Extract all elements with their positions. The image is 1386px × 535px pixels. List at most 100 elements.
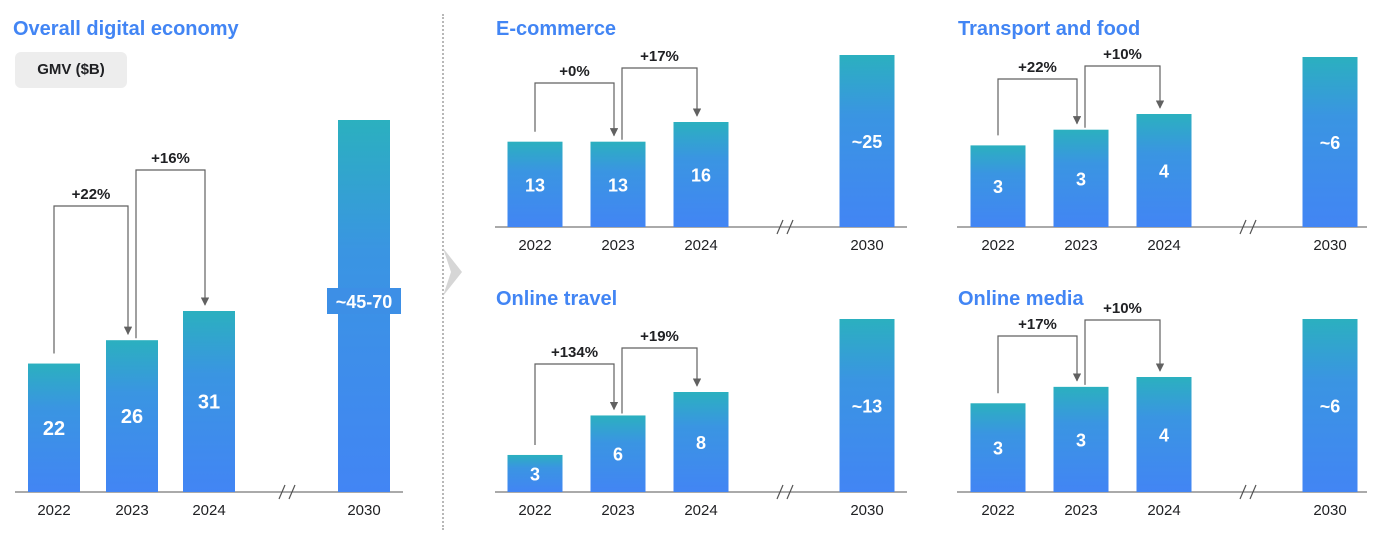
transport-food-tick-label-2023: 2023: [1064, 237, 1097, 254]
transport-food-growth-label-2: +10%: [1103, 46, 1142, 63]
overall-value-label-2024: 31: [198, 392, 220, 414]
ecommerce-axis-break-left: [776, 219, 784, 235]
ecommerce-axis-break-right: [786, 219, 794, 235]
ecommerce-tick-label-2024: 2024: [684, 237, 717, 254]
ecommerce-growth-label-1: +0%: [559, 63, 589, 80]
transport-food-growth-arrow-2: [1084, 65, 1165, 128]
overall-bar-2022: [28, 363, 80, 492]
transport-food-tick-label-2024: 2024: [1147, 237, 1180, 254]
overall-axis-break-left: [278, 484, 286, 500]
overall-bar-2023: [106, 340, 158, 492]
overall-tick-label-2023: 2023: [115, 502, 148, 519]
online-media-bar-2024: [1136, 377, 1192, 492]
transport-food-value-label-2022: 3: [993, 177, 1003, 197]
online-media-growth-label-2: +10%: [1103, 300, 1142, 317]
online-media-bar-2030: [1302, 319, 1358, 492]
transport-food-growth-label-1: +22%: [1018, 59, 1057, 76]
online-travel-growth-arrow-2: [621, 347, 702, 414]
ecommerce-value-label-2024: 16: [691, 166, 711, 186]
overall-growth-label-1: +22%: [72, 186, 111, 203]
overall-axis-break-right: [288, 484, 296, 500]
transport-food-tick-label-2022: 2022: [981, 237, 1014, 254]
transport-food-bar-2022: [970, 145, 1026, 227]
transport-food-bar-2023: [1053, 129, 1109, 227]
online-media-tick-label-2022: 2022: [981, 502, 1014, 519]
online-travel-bar-2030: [839, 319, 895, 492]
online-travel-axis-break-right: [786, 484, 794, 500]
overall-chart-title: Overall digital economy: [13, 18, 239, 40]
online-travel-value-label-2023: 6: [613, 445, 623, 465]
online-travel-tick-label-2023: 2023: [601, 502, 634, 519]
overall-value-label-2023: 26: [121, 406, 143, 428]
transport-food-value-label-2030: ~6: [1320, 133, 1341, 153]
transport-food-value-label-2024: 4: [1159, 162, 1169, 182]
online-media-axis-break-left: [1239, 484, 1247, 500]
online-media-tick-label-2024: 2024: [1147, 502, 1180, 519]
section-chevron-icon: [443, 248, 462, 296]
transport-food-axis-break-right: [1249, 219, 1257, 235]
online-media-value-label-2023: 3: [1076, 430, 1086, 450]
overall-tick-label-2022: 2022: [37, 502, 70, 519]
online-travel-growth-arrow-1: [534, 363, 619, 445]
online-media-growth-label-1: +17%: [1018, 316, 1057, 333]
online-media-tick-label-2030: 2030: [1313, 502, 1346, 519]
online-media-growth-arrow-1: [997, 335, 1082, 394]
ecommerce-growth-arrow-2: [621, 67, 702, 140]
overall-growth-label-2: +16%: [151, 150, 190, 167]
online-travel-value-label-2024: 8: [696, 433, 706, 453]
transport-food-chart-title: Transport and food: [958, 18, 1141, 40]
overall-value-label-2030: ~45-70: [336, 292, 393, 312]
overall-value-band-2030: [327, 288, 401, 314]
ecommerce-growth-label-2: +17%: [640, 48, 679, 65]
online-media-bar-2022: [970, 403, 1026, 492]
transport-food-value-label-2023: 3: [1076, 169, 1086, 189]
online-media-bar-2023: [1053, 386, 1109, 492]
transport-food-bar-2030: [1302, 57, 1358, 227]
ecommerce-bar-2030: [839, 55, 895, 227]
online-media-value-label-2030: ~6: [1320, 397, 1341, 417]
online-travel-value-label-2022: 3: [530, 464, 540, 484]
ecommerce-growth-arrow-1: [534, 82, 619, 137]
online-travel-tick-label-2030: 2030: [850, 502, 883, 519]
overall-tick-label-2030: 2030: [347, 502, 380, 519]
online-media-axis-break-right: [1249, 484, 1257, 500]
transport-food-axis-break-left: [1239, 219, 1247, 235]
ecommerce-bar-2022: [507, 141, 563, 227]
online-travel-growth-label-2: +19%: [640, 328, 679, 345]
online-travel-tick-label-2024: 2024: [684, 502, 717, 519]
transport-food-growth-arrow-1: [997, 78, 1082, 136]
ecommerce-value-label-2022: 13: [525, 175, 545, 195]
transport-food-tick-label-2030: 2030: [1313, 237, 1346, 254]
ecommerce-value-label-2030: ~25: [852, 132, 883, 152]
transport-food-bar-2024: [1136, 114, 1192, 227]
online-media-chart-title: Online media: [958, 288, 1084, 310]
ecommerce-bar-2023: [590, 141, 646, 227]
ecommerce-chart-title: E-commerce: [496, 18, 617, 40]
ecommerce-value-label-2023: 13: [608, 175, 628, 195]
section-divider: [442, 14, 444, 530]
ecommerce-tick-label-2022: 2022: [518, 237, 551, 254]
online-media-value-label-2022: 3: [993, 439, 1003, 459]
online-travel-chart-title: Online travel: [496, 288, 618, 310]
gmv-badge: GMV ($B): [15, 52, 127, 88]
overall-growth-arrow-2: [135, 169, 210, 339]
overall-value-label-2022: 22: [43, 418, 65, 440]
overall-bar-2024: [183, 311, 235, 492]
online-travel-tick-label-2022: 2022: [518, 502, 551, 519]
online-travel-bar-2022: [507, 454, 563, 492]
ecommerce-tick-label-2030: 2030: [850, 237, 883, 254]
overall-tick-label-2024: 2024: [192, 502, 225, 519]
online-media-tick-label-2023: 2023: [1064, 502, 1097, 519]
overall-growth-arrow-1: [53, 205, 133, 354]
online-travel-axis-break-left: [776, 484, 784, 500]
online-media-value-label-2024: 4: [1159, 426, 1169, 446]
ecommerce-tick-label-2023: 2023: [601, 237, 634, 254]
online-travel-bar-2024: [673, 392, 729, 492]
online-travel-bar-2023: [590, 415, 646, 492]
online-travel-value-label-2030: ~13: [852, 397, 883, 417]
online-media-growth-arrow-2: [1084, 319, 1165, 385]
online-travel-growth-label-1: +134%: [551, 344, 598, 361]
ecommerce-bar-2024: [673, 122, 729, 227]
